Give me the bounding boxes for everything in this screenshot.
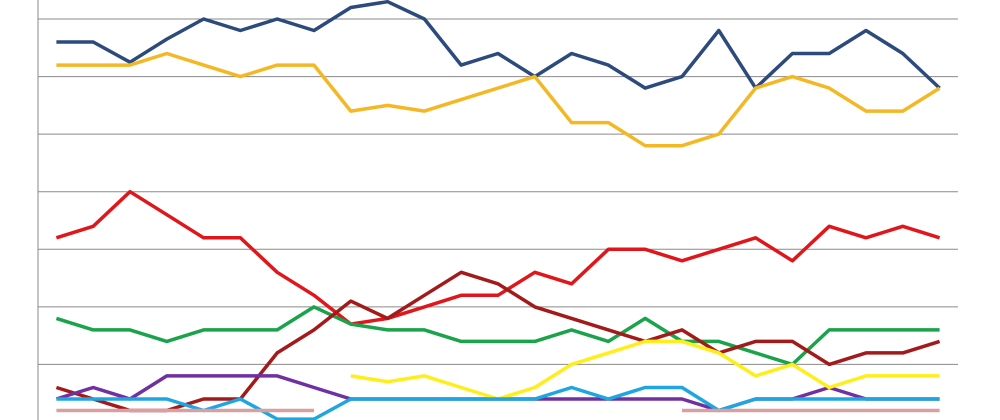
series-line [55, 270, 941, 413]
series-line [350, 339, 940, 401]
series-line [56, 0, 941, 90]
series-line [55, 305, 940, 367]
series-line [55, 189, 941, 326]
series-line [56, 51, 941, 148]
